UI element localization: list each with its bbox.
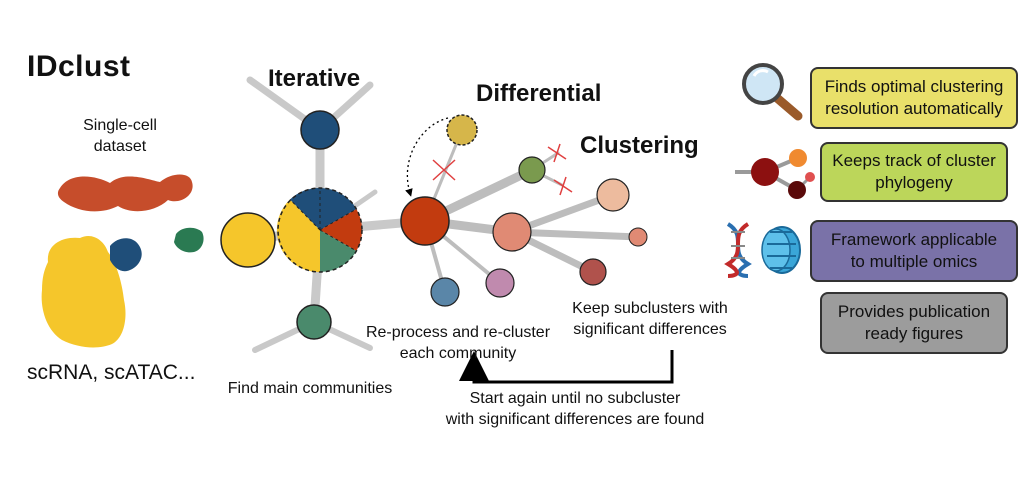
rejection-cross-marks xyxy=(432,143,573,196)
phylogeny-icon xyxy=(735,149,815,199)
heading-differential: Differential xyxy=(476,80,602,107)
umap-red-cluster xyxy=(57,174,193,212)
feature-cluster-phylogeny-line2: phylogeny xyxy=(875,173,953,192)
feature-publication-figures-line1: Provides publication xyxy=(837,302,991,321)
feature-optimal-resolution-line2: resolution automatically xyxy=(825,99,1003,118)
loop-back-arrow xyxy=(459,350,674,384)
dataset-label-line2: dataset xyxy=(93,138,147,155)
feature-publication-figures-line2: ready figures xyxy=(864,324,964,343)
dataset-label: Single-cell dataset xyxy=(70,115,170,157)
step-find-main-communities: Find main communities xyxy=(227,380,393,397)
node-teal-bottom xyxy=(296,304,332,340)
feature-cluster-phylogeny-line1: Keeps track of cluster xyxy=(832,151,996,170)
umap-teal-cluster xyxy=(174,227,204,253)
step-keep-subclusters: Keep subclusters with significant differ… xyxy=(555,298,745,340)
node-brick xyxy=(579,258,607,286)
node-mustard-rejected xyxy=(446,114,478,146)
step-reprocess-line1: Re-process and re-cluster xyxy=(365,324,551,341)
heading-clustering: Clustering xyxy=(580,132,699,159)
node-mauve xyxy=(485,268,515,298)
node-steel xyxy=(430,277,460,307)
page-title: IDclust xyxy=(27,50,131,83)
step-keep-line2: significant differences xyxy=(573,321,727,338)
heading-iterative: Iterative xyxy=(268,65,361,92)
feature-multiple-omics: Framework applicable to multiple omics xyxy=(810,220,1018,282)
umap-yellow-cluster xyxy=(41,235,126,348)
dna-nucleosome-icon xyxy=(724,222,801,278)
step-start-again-line2: with significant differences are found xyxy=(445,411,705,428)
feature-multiple-omics-line2: to multiple omics xyxy=(850,252,978,271)
feature-cluster-phylogeny: Keeps track of cluster phylogeny xyxy=(820,142,1008,202)
node-peach xyxy=(596,178,630,212)
step-reprocess: Re-process and re-cluster each community xyxy=(358,322,558,364)
magnifier-icon xyxy=(742,63,803,121)
node-pink-small xyxy=(628,227,648,247)
step-keep-line1: Keep subclusters with xyxy=(572,300,728,317)
dataset-label-line1: Single-cell xyxy=(83,117,157,134)
node-salmon xyxy=(492,212,532,252)
feature-optimal-resolution: Finds optimal clustering resolution auto… xyxy=(810,67,1018,129)
node-red-root xyxy=(400,196,450,246)
dataset-types: scRNA, scATAC... xyxy=(27,361,196,384)
feature-publication-figures: Provides publication ready figures xyxy=(820,292,1008,354)
node-yellow-left xyxy=(220,212,276,268)
umap-plot xyxy=(41,174,204,348)
step-reprocess-line2: each community xyxy=(399,345,517,362)
feature-optimal-resolution-line1: Finds optimal clustering xyxy=(824,77,1004,96)
node-pie-main xyxy=(276,187,363,273)
step-start-again-line1: Start again until no subcluster xyxy=(469,390,681,407)
umap-navy-cluster xyxy=(110,238,142,272)
step-start-again: Start again until no subcluster with sig… xyxy=(425,388,725,430)
node-olive xyxy=(518,156,546,184)
node-navy-top xyxy=(300,110,340,150)
feature-multiple-omics-line1: Framework applicable xyxy=(830,230,998,249)
